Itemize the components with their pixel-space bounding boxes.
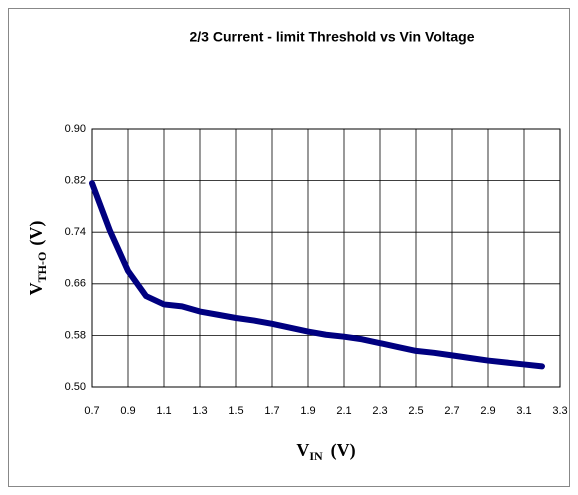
x-label-sub: IN bbox=[309, 449, 323, 463]
x-label-unit: (V) bbox=[331, 440, 356, 461]
x-tick-label: 1.7 bbox=[264, 405, 279, 417]
x-tick-label: 2.1 bbox=[336, 405, 351, 417]
y-axis-label: VTH-O (V) bbox=[26, 221, 49, 296]
y-label-unit: (V) bbox=[26, 221, 47, 246]
data-line bbox=[89, 180, 545, 370]
plot-border bbox=[91, 128, 561, 388]
plot-area bbox=[92, 129, 560, 387]
x-tick-label: 1.1 bbox=[156, 405, 171, 417]
y-tick-label: 0.74 bbox=[65, 226, 86, 238]
x-label-main: V bbox=[296, 440, 309, 460]
y-label-sub: TH-O bbox=[35, 252, 49, 283]
x-tick-label: 0.7 bbox=[84, 405, 99, 417]
y-tick-label: 0.58 bbox=[65, 329, 86, 341]
x-tick-label: 3.1 bbox=[516, 405, 531, 417]
x-tick-label: 2.5 bbox=[408, 405, 423, 417]
chart-title: 2/3 Current - limit Threshold vs Vin Vol… bbox=[190, 29, 475, 45]
y-label-main: V bbox=[26, 282, 46, 295]
x-tick-label: 0.9 bbox=[120, 405, 135, 417]
x-tick-label: 2.9 bbox=[480, 405, 495, 417]
y-tick-label: 0.90 bbox=[65, 123, 86, 135]
y-tick-label: 0.82 bbox=[65, 175, 86, 187]
x-axis-label: VIN (V) bbox=[296, 440, 355, 463]
x-tick-label: 1.3 bbox=[192, 405, 207, 417]
x-tick-label: 2.3 bbox=[372, 405, 387, 417]
x-tick-label: 2.7 bbox=[444, 405, 459, 417]
x-tick-label: 3.3 bbox=[552, 405, 567, 417]
x-tick-label: 1.5 bbox=[228, 405, 243, 417]
x-tick-label: 1.9 bbox=[300, 405, 315, 417]
y-tick-label: 0.66 bbox=[65, 278, 86, 290]
y-tick-label: 0.50 bbox=[65, 381, 86, 393]
